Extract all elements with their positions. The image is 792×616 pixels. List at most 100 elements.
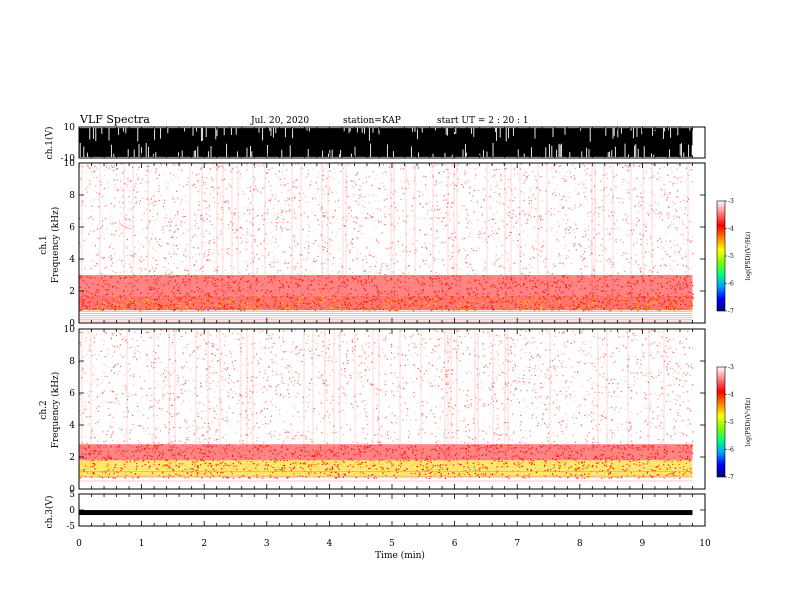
spectrogram-cell: [145, 269, 146, 270]
spectrogram-cell: [427, 302, 428, 303]
spectrogram-cell: [146, 256, 147, 257]
spectrogram-cell: [210, 216, 211, 217]
spectrogram-cell: [580, 308, 581, 309]
spectrogram-cell: [606, 291, 607, 292]
spectrogram-cell: [423, 282, 424, 283]
spectrogram-cell: [118, 288, 119, 289]
spectrogram-cell: [207, 300, 208, 301]
spectrogram-cell: [214, 265, 215, 266]
spectrogram-cell: [134, 275, 135, 276]
spectrogram-cell: [653, 298, 654, 299]
spectrogram-cell: [529, 293, 530, 294]
spectrogram-cell: [471, 237, 472, 238]
spectrogram-cell: [506, 279, 507, 280]
spectrogram-cell: [472, 307, 473, 308]
spectrogram-cell: [551, 215, 552, 216]
spectrogram-cell: [677, 164, 678, 165]
spectrogram-cell: [195, 220, 196, 221]
spectrogram-cell: [487, 307, 488, 308]
spectrogram-cell: [354, 182, 355, 183]
spectrogram-cell: [88, 302, 89, 303]
spectrogram-cell: [518, 284, 519, 285]
spectrogram-cell: [669, 281, 670, 282]
spectrogram-cell: [458, 293, 459, 294]
spectrogram-cell: [109, 246, 110, 247]
spectrogram-cell: [647, 212, 648, 213]
spectrogram-cell: [655, 293, 656, 294]
spectrogram-cell: [446, 207, 447, 208]
spectrogram-cell: [563, 248, 564, 249]
spectrogram-cell: [176, 275, 177, 276]
spectrogram-cell: [358, 281, 359, 282]
spectrogram-cell: [667, 197, 668, 198]
spectrogram-cell: [601, 250, 602, 251]
spectrogram-cell: [128, 297, 129, 298]
spectrogram-cell: [294, 310, 295, 311]
spectrogram-cell: [499, 283, 500, 284]
spectrogram-cell: [297, 287, 298, 288]
spectrogram-cell: [659, 306, 660, 307]
spectrogram-cell: [665, 251, 666, 252]
spectrogram-cell: [573, 304, 574, 305]
spectrogram-cell: [531, 195, 532, 196]
spectrogram-cell: [410, 284, 411, 285]
spectrogram-cell: [563, 265, 564, 266]
spectrogram-cell: [589, 275, 590, 276]
spectrogram-cell: [673, 216, 674, 217]
spectrogram-cell: [553, 282, 554, 283]
spectrogram-cell: [302, 272, 303, 273]
spectrogram-cell: [469, 306, 470, 307]
spectrogram-cell: [172, 306, 173, 307]
spectrogram-cell: [135, 305, 136, 306]
spectrogram-cell: [318, 204, 319, 205]
spectrogram-cell: [120, 181, 121, 182]
spectrogram-cell: [158, 285, 159, 286]
date-label: Jul. 20, 2020: [250, 116, 309, 126]
spectrogram-cell: [492, 284, 493, 285]
spectrogram-cell: [88, 166, 89, 167]
spectrogram-cell: [174, 301, 175, 302]
spectrogram-cell: [84, 306, 85, 307]
spectrogram-cell: [193, 304, 194, 305]
spectrogram-cell: [98, 290, 99, 291]
spectrogram-cell: [611, 289, 612, 290]
spectrogram-cell: [577, 279, 578, 280]
spectrogram-cell: [415, 301, 416, 302]
spectrogram-cell: [297, 263, 298, 264]
spectrogram-cell: [362, 196, 363, 197]
spectrogram-cell: [318, 284, 319, 285]
spectrogram-cell: [467, 302, 468, 303]
spectrogram-cell: [374, 277, 375, 278]
spectrogram-cell: [673, 291, 674, 292]
spectrogram-cell: [230, 287, 231, 288]
spectrogram-cell: [132, 287, 133, 288]
spectrogram-cell: [214, 189, 215, 190]
spectrogram-cell: [294, 213, 295, 214]
spectrogram-cell: [566, 223, 567, 224]
spectrogram-cell: [531, 267, 532, 268]
spectrogram-cell: [396, 310, 397, 311]
spectrogram-cell: [361, 281, 362, 282]
spectrogram-cell: [386, 175, 387, 176]
spectrogram-cell: [145, 302, 146, 303]
spectrogram-cell: [140, 200, 141, 201]
spectrogram-cell: [197, 298, 198, 299]
spectrogram-cell: [656, 209, 657, 210]
spectrogram-cell: [683, 283, 684, 284]
spectrogram-cell: [518, 218, 519, 219]
spectrogram-cell: [212, 179, 213, 180]
spectrogram-cell: [475, 295, 476, 296]
spectrogram-cell: [493, 238, 494, 239]
spectrogram-cell: [503, 165, 504, 166]
spectrogram-cell: [114, 294, 115, 295]
spectrogram-cell: [294, 267, 295, 268]
spectrogram-cell: [671, 247, 672, 248]
spectrogram-cell: [168, 181, 169, 182]
spectrogram-cell: [357, 249, 358, 250]
spectrogram-cell: [115, 184, 116, 185]
spectrogram-cell: [547, 271, 548, 272]
spectrogram-cell: [489, 196, 490, 197]
spectrogram-cell: [676, 303, 677, 304]
spectrogram-cell: [534, 310, 535, 311]
spectrogram-cell: [189, 284, 190, 285]
